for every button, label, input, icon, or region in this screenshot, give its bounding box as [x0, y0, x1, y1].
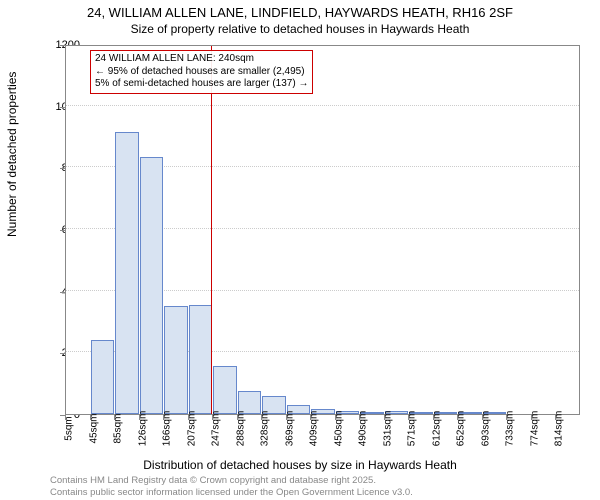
- chart-title-sub: Size of property relative to detached ho…: [0, 22, 600, 36]
- x-tick-label: 450sqm: [333, 411, 344, 447]
- x-tick-label: 693sqm: [480, 411, 491, 447]
- x-tick-label: 369sqm: [284, 411, 295, 447]
- x-tick-label: 288sqm: [235, 411, 246, 447]
- x-tick-label: 126sqm: [137, 411, 148, 447]
- x-axis-label: Distribution of detached houses by size …: [0, 458, 600, 472]
- x-tick-label: 409sqm: [309, 411, 320, 447]
- x-tick-label: 45sqm: [88, 413, 99, 443]
- annotation-line-3: 5% of semi-detached houses are larger (1…: [95, 78, 308, 91]
- histogram-bar: [91, 340, 115, 414]
- footer-line-2: Contains public sector information licen…: [50, 487, 413, 498]
- x-tick-label: 247sqm: [211, 411, 222, 447]
- x-tick-label: 814sqm: [554, 411, 565, 447]
- histogram-bar: [189, 305, 213, 414]
- plot-area: [65, 45, 580, 415]
- histogram-bar: [115, 132, 139, 414]
- x-tick-label: 166sqm: [162, 411, 173, 447]
- x-tick-label: 774sqm: [529, 411, 540, 447]
- x-tick-label: 328sqm: [260, 411, 271, 447]
- chart-footer: Contains HM Land Registry data © Crown c…: [50, 475, 413, 498]
- x-tick-label: 531sqm: [382, 411, 393, 447]
- annotation-box: 24 WILLIAM ALLEN LANE: 240sqm ← 95% of d…: [90, 50, 313, 94]
- x-tick-label: 612sqm: [431, 411, 442, 447]
- x-tick-label: 652sqm: [456, 411, 467, 447]
- chart-title-main: 24, WILLIAM ALLEN LANE, LINDFIELD, HAYWA…: [0, 5, 600, 20]
- x-tick-label: 207sqm: [186, 411, 197, 447]
- y-axis-label: Number of detached properties: [5, 72, 19, 237]
- histogram-bar: [164, 306, 188, 414]
- histogram-bar: [140, 157, 164, 414]
- x-tick-label: 733sqm: [505, 411, 516, 447]
- x-tick-label: 571sqm: [407, 411, 418, 447]
- histogram-bar: [213, 366, 237, 414]
- x-tick-label: 5sqm: [64, 416, 75, 440]
- reference-line: [211, 46, 212, 414]
- annotation-line-1: 24 WILLIAM ALLEN LANE: 240sqm: [95, 53, 308, 66]
- annotation-line-2: ← 95% of detached houses are smaller (2,…: [95, 66, 308, 79]
- x-tick-label: 490sqm: [358, 411, 369, 447]
- x-tick-label: 85sqm: [113, 413, 124, 443]
- footer-line-1: Contains HM Land Registry data © Crown c…: [50, 475, 413, 486]
- property-size-histogram: 24, WILLIAM ALLEN LANE, LINDFIELD, HAYWA…: [0, 0, 600, 500]
